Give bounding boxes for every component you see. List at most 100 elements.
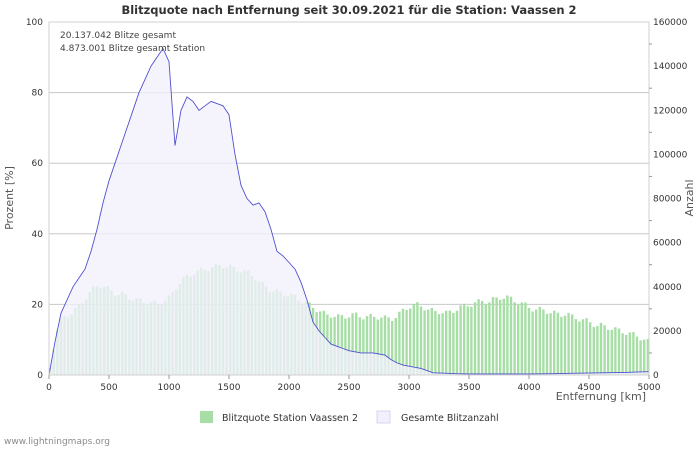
quote-bar [477,299,480,375]
quote-bar [621,333,624,375]
quote-bar [542,309,545,375]
y-right-tick-label: 80000 [653,195,682,205]
quote-bar [470,306,473,375]
quote-bar [592,326,595,375]
quote-bar [495,297,498,375]
y-right-tick-label: 20000 [653,327,682,337]
quote-bar [581,319,585,375]
quote-bar [337,314,340,375]
y-left-tick-label: 40 [32,230,44,240]
quote-bar [362,319,365,375]
legend-swatch-quote [200,411,213,423]
x-tick-label: 3000 [398,383,421,393]
quote-bar [574,319,577,375]
quote-bar [632,332,635,375]
quote-bar [599,322,603,375]
quote-bar [452,312,455,375]
y-left-tick-label: 0 [37,371,43,381]
quote-bar [603,325,606,375]
legend-swatch-total [376,410,391,424]
quote-bar [610,329,613,375]
quote-bar [607,329,610,375]
quote-bar [455,310,459,375]
quote-bar [646,338,649,375]
quote-bar [617,328,621,375]
y-left-tick-label: 60 [32,159,44,169]
quote-bar [419,306,423,375]
quote-bar [481,300,484,375]
quote-bar [499,299,502,375]
quote-bar [520,302,523,375]
quote-bar [509,296,513,375]
quote-bar [517,305,520,375]
x-tick-label: 1000 [158,383,181,393]
x-tick-label: 4000 [518,383,541,393]
annotation-station: 4.873.001 Blitze gesamt Station [60,44,205,54]
quote-bar [445,310,448,375]
x-tick-label: 2500 [338,383,361,393]
quote-bar [589,322,592,375]
quote-bar [380,317,383,375]
quote-bar [351,313,354,375]
quote-bar [373,316,376,375]
quote-bar [383,315,387,375]
quote-bar [473,302,477,375]
x-tick-label: 5000 [638,383,661,393]
quote-bar [560,316,563,375]
quote-bar [430,307,433,375]
x-tick-label: 1500 [218,383,241,393]
quote-bar [387,317,390,375]
x-tick-label: 4500 [578,383,601,393]
quote-bar [347,317,351,375]
y-right-axis-ticks: 0 20000 40000 60000 80000 100000 120000 140000 1… [649,18,688,381]
quote-bar [448,310,451,375]
total-area [48,47,650,376]
quote-bar [365,316,369,375]
site-credit: www.lightningmaps.org [4,437,110,447]
quote-bar [596,326,599,375]
quote-bar [545,313,549,375]
x-tick-label: 3500 [458,383,481,393]
quote-bar [423,310,426,375]
chart-title: Blitzquote nach Entfernung seit 30.09.20… [121,3,576,17]
quote-bar [549,313,552,375]
quote-bar [628,332,631,375]
quote-bar [635,336,639,375]
y-left-tick-label: 80 [32,89,44,99]
quote-bar [625,335,628,375]
total-area-fill [49,48,649,375]
quote-bar [556,312,559,375]
x-tick-label: 0 [46,383,52,393]
legend-label-total: Gesamte Blitzanzahl [401,413,499,424]
quote-bar [571,314,574,375]
quote-bar [459,305,462,375]
quote-bar [416,302,419,375]
quote-bar [538,306,541,375]
y-right-axis-label: Anzahl [683,179,696,216]
quote-bar [344,318,347,375]
quote-bar [434,310,437,375]
quote-bar [643,339,646,375]
quote-bar [401,308,405,375]
y-right-tick-label: 0 [653,371,659,381]
quote-bar [484,304,487,375]
quote-bar [437,314,441,375]
quote-bar [567,312,570,375]
quote-bar [412,303,415,375]
quote-bar [427,309,430,375]
quote-bar [355,312,358,375]
y-right-tick-label: 160000 [653,18,688,28]
y-left-axis-label: Prozent [%] [3,166,16,230]
y-right-tick-label: 100000 [653,150,688,160]
quote-bar [466,306,469,375]
quote-bar [513,302,516,375]
quote-bar [553,310,556,375]
quote-bar [524,302,527,375]
legend-label-quote: Blitzquote Station Vaassen 2 [222,413,358,424]
y-left-axis-ticks: 0 20 40 60 80 100 [26,18,43,381]
quote-bar [639,340,642,375]
quote-bar [394,317,397,375]
quote-bar [340,315,343,375]
quote-bar [391,321,394,375]
